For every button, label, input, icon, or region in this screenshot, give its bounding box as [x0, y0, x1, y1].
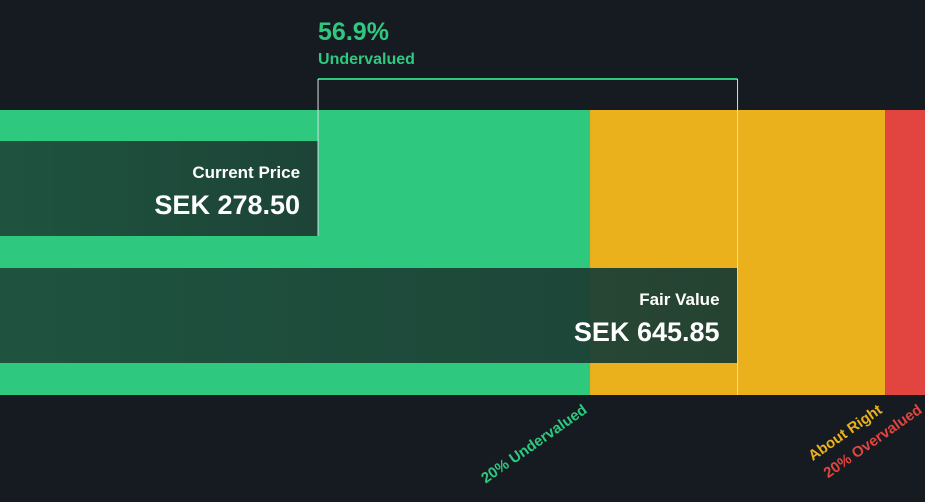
value-bar-1: [0, 268, 738, 363]
value-bar-0: [0, 141, 319, 236]
value-bar-label-1: Fair Value: [639, 290, 719, 309]
value-bar-label-0: Current Price: [192, 163, 300, 182]
value-bars: Current Price SEK 278.50 Fair Value SEK 645…: [0, 141, 738, 363]
zone-band-2: [885, 110, 925, 395]
value-bar-value-1: SEK 645.85: [574, 317, 720, 347]
value-bar-value-0: SEK 278.50: [154, 190, 300, 220]
difference-status: Undervalued: [318, 51, 415, 68]
difference-percent: 56.9%: [318, 18, 389, 46]
zone-label-0: 20% Undervalued: [478, 401, 590, 487]
difference-bracket: 56.9% Undervalued: [317, 18, 739, 395]
